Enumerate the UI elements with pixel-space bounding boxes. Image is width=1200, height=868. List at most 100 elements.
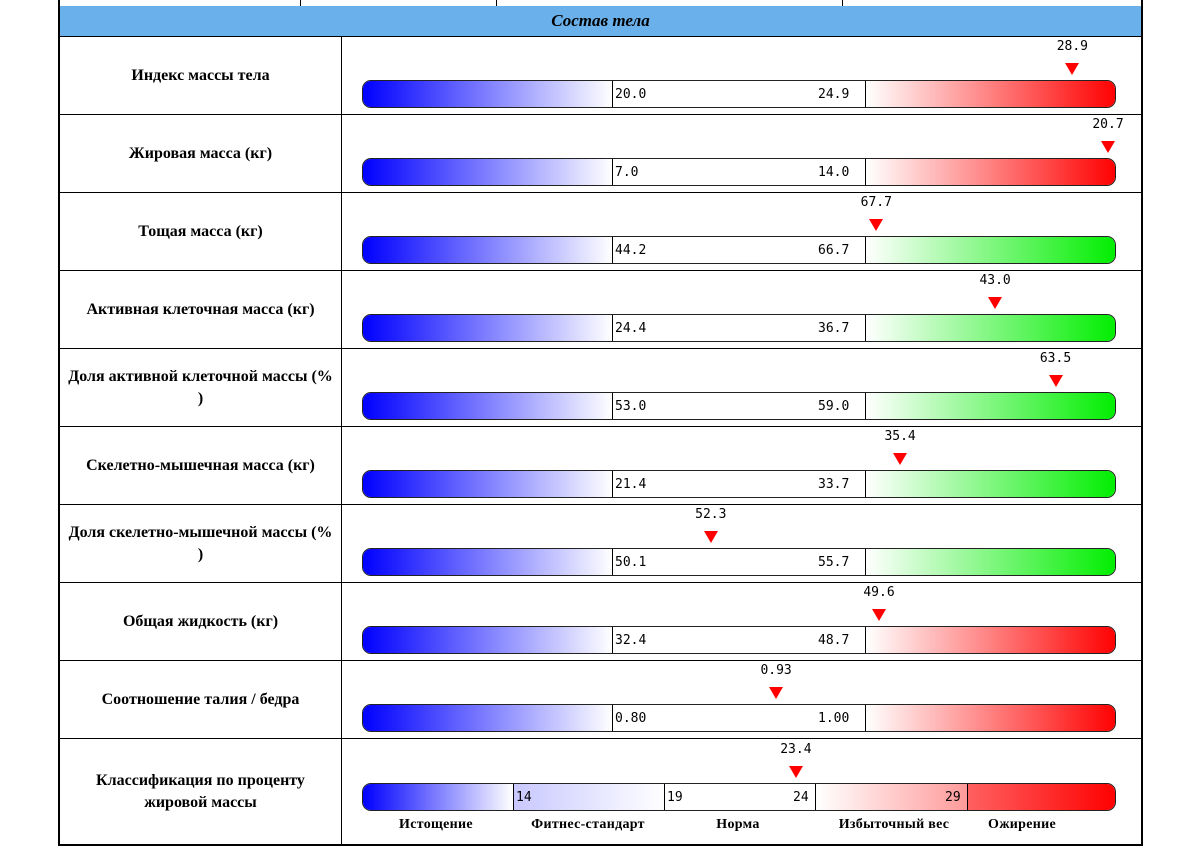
norm-low-label: 7.0 [615, 165, 639, 180]
metric-label: Активная клеточная масса (кг) [60, 271, 342, 348]
metric-label: Доля скелетно-мышечной массы (% ) [60, 505, 342, 582]
value-marker-icon [1065, 63, 1080, 75]
metric-row: Активная клеточная масса (кг) 24.4 36.7 43.… [60, 271, 1141, 349]
value-label: 0.93 [760, 663, 792, 678]
norm-segment [664, 784, 815, 810]
norm-low-label: 0.80 [615, 711, 647, 726]
norm-segment [612, 705, 866, 731]
norm-segment [612, 81, 866, 107]
value-marker-icon [1101, 141, 1115, 153]
exhaustion-segment [363, 784, 513, 810]
metric-label: Соотношение талия / бедра [60, 661, 342, 738]
value-marker-icon [988, 297, 1003, 309]
fat-classification-row: Классификация по проценту жировой массы 1… [60, 739, 1141, 844]
range-bar: 24.4 36.7 [362, 314, 1116, 342]
class-tick-label: 29 [945, 790, 961, 805]
metric-label: Тощая масса (кг) [60, 193, 342, 270]
norm-high-label: 33.7 [818, 477, 850, 492]
cell-divider [842, 0, 843, 6]
fitness-segment [513, 784, 664, 810]
norm-low-label: 53.0 [615, 399, 647, 414]
category-label: Фитнес-стандарт [531, 817, 645, 832]
above-norm-segment [866, 627, 1115, 653]
value-label: 35.4 [884, 429, 916, 444]
metric-row: Жировая масса (кг) 7.0 14.0 20.7 [60, 115, 1141, 193]
norm-segment [612, 393, 866, 419]
cell-divider [300, 0, 301, 6]
fat-class-bar: 14 19 24 29 [362, 783, 1116, 811]
below-norm-segment [363, 549, 612, 575]
metric-label: Жировая масса (кг) [60, 115, 342, 192]
range-bar: 50.1 55.7 [362, 548, 1116, 576]
norm-high-label: 1.00 [818, 711, 850, 726]
value-label: 49.6 [863, 585, 895, 600]
range-bar: 44.2 66.7 [362, 236, 1116, 264]
metric-label: Индекс массы тела [60, 37, 342, 114]
value-label: 20.7 [1092, 117, 1124, 132]
value-label: 52.3 [695, 507, 727, 522]
above-norm-segment [866, 315, 1115, 341]
norm-high-label: 14.0 [818, 165, 850, 180]
class-tick-label: 24 [793, 790, 809, 805]
metric-row: Общая жидкость (кг) 32.4 48.7 49.6 [60, 583, 1141, 661]
value-marker-icon [788, 766, 803, 778]
metric-label: Общая жидкость (кг) [60, 583, 342, 660]
range-bar: 7.0 14.0 [362, 158, 1116, 186]
value-marker-icon [703, 531, 718, 543]
value-marker-icon [769, 687, 784, 699]
value-marker-icon [869, 219, 884, 231]
above-norm-segment [866, 471, 1115, 497]
norm-low-label: 24.4 [615, 321, 647, 336]
metric-row: Соотношение талия / бедра 0.80 1.00 0.93 [60, 661, 1141, 739]
category-label: Избыточный вес [838, 817, 950, 832]
norm-segment [612, 471, 866, 497]
class-tick-label: 19 [667, 790, 683, 805]
metric-label: Доля активной клеточной массы (% ) [60, 349, 342, 426]
metric-label: Скелетно-мышечная масса (кг) [60, 427, 342, 504]
range-bar: 53.0 59.0 [362, 392, 1116, 420]
above-norm-segment [866, 393, 1115, 419]
section-title: Состав тела [60, 6, 1141, 37]
below-norm-segment [363, 159, 612, 185]
above-norm-segment [866, 81, 1115, 107]
norm-high-label: 55.7 [818, 555, 850, 570]
value-marker-icon [1048, 375, 1063, 387]
norm-low-label: 44.2 [615, 243, 647, 258]
category-label: Ожирение [987, 817, 1057, 832]
value-label: 67.7 [860, 195, 892, 210]
metric-label: Классификация по проценту жировой массы [60, 739, 342, 844]
body-composition-panel: Состав тела Индекс массы тела 20.0 24.9 28.… [58, 0, 1143, 846]
below-norm-segment [363, 237, 612, 263]
norm-segment [612, 315, 866, 341]
below-norm-segment [363, 315, 612, 341]
below-norm-segment [363, 705, 612, 731]
range-bar: 20.0 24.9 [362, 80, 1116, 108]
cell-divider [496, 0, 497, 6]
value-marker-icon [893, 453, 908, 465]
metric-row: Доля активной клеточной массы (% ) 53.0 59… [60, 349, 1141, 427]
metric-row: Скелетно-мышечная масса (кг) 21.4 33.7 35.4 [60, 427, 1141, 505]
norm-low-label: 50.1 [615, 555, 647, 570]
range-bar: 21.4 33.7 [362, 470, 1116, 498]
norm-segment [612, 159, 866, 185]
norm-high-label: 36.7 [818, 321, 850, 336]
value-label: 28.9 [1056, 39, 1088, 54]
class-tick-label: 14 [516, 790, 532, 805]
range-bar: 0.80 1.00 [362, 704, 1116, 732]
value-label: 43.0 [979, 273, 1011, 288]
metric-row: Тощая масса (кг) 44.2 66.7 67.7 [60, 193, 1141, 271]
range-bar: 32.4 48.7 [362, 626, 1116, 654]
metric-row: Индекс массы тела 20.0 24.9 28.9 [60, 37, 1141, 115]
norm-high-label: 48.7 [818, 633, 850, 648]
value-marker-icon [872, 609, 887, 621]
norm-high-label: 66.7 [818, 243, 850, 258]
category-label: Истощение [399, 817, 473, 832]
above-norm-segment [866, 549, 1115, 575]
norm-segment [612, 237, 866, 263]
metric-row: Доля скелетно-мышечной массы (% ) 50.1 55.… [60, 505, 1141, 583]
norm-high-label: 24.9 [818, 87, 850, 102]
norm-low-label: 20.0 [615, 87, 647, 102]
norm-low-label: 32.4 [615, 633, 647, 648]
value-label: 63.5 [1039, 351, 1072, 366]
obesity-segment [967, 784, 1115, 810]
